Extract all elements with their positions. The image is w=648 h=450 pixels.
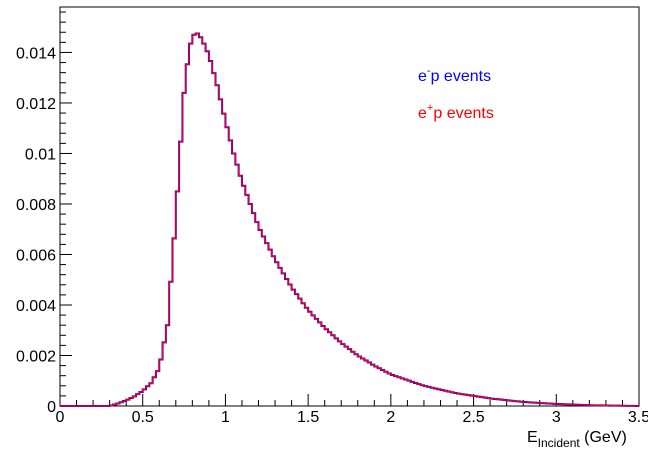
x-axis-title-subscript: Incident — [538, 436, 581, 450]
legend-positron-rest: p events — [433, 105, 493, 122]
y-tick-label: 0.006 — [16, 247, 56, 264]
legend-positron-sup: + — [427, 102, 433, 114]
series-layer — [60, 32, 639, 407]
x-tick-label: 3.5 — [628, 409, 648, 426]
y-tick-label: 0.012 — [16, 96, 56, 113]
x-tick-label: 3 — [552, 409, 561, 426]
x-axis-title-main: E — [527, 429, 538, 446]
legend-electron-base: e — [418, 68, 427, 85]
y-tick-label: 0.002 — [16, 348, 56, 365]
y-tick-label: 0.01 — [25, 146, 56, 163]
y-tick-label: 0.004 — [16, 298, 56, 315]
y-tick-label: 0 — [47, 399, 56, 416]
legend-positron-base: e — [418, 105, 427, 122]
x-axis-title: EIncident (GeV) — [527, 429, 627, 450]
y-tick-label: 0.014 — [16, 45, 56, 62]
x-tick-label: 2 — [386, 409, 395, 426]
x-tick-label: 1.5 — [297, 409, 319, 426]
x-axis-ticks: 0 0.5 1 1.5 2 2.5 3 3.5 — [56, 394, 648, 426]
y-axis-ticks: 0 0.002 0.004 0.006 0.008 0.01 0.012 0.014 — [16, 11, 72, 416]
y-tick-label: 0.008 — [16, 197, 56, 214]
legend-entry-positron: e+p events — [418, 102, 494, 122]
x-tick-label: 0.5 — [132, 409, 154, 426]
x-axis-title-unit: (GeV) — [580, 429, 627, 446]
legend-electron-sup: - — [427, 65, 431, 77]
x-tick-label: 1 — [221, 409, 230, 426]
x-tick-label: 2.5 — [462, 409, 484, 426]
legend-entry-electron: e-p events — [418, 65, 491, 85]
series-positron-line — [60, 32, 639, 407]
legend-electron-rest: p events — [431, 68, 491, 85]
x-tick-label: 0 — [56, 409, 65, 426]
plot-frame — [59, 6, 640, 407]
